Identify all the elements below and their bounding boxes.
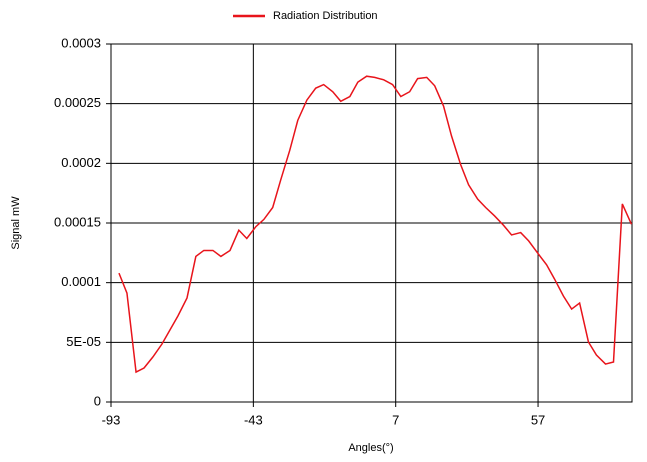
x-tick-label: -93 bbox=[102, 412, 121, 427]
y-tick-label: 5E-05 bbox=[66, 334, 101, 349]
legend-label: Radiation Distribution bbox=[273, 10, 378, 22]
y-tick-label: 0 bbox=[94, 393, 101, 408]
y-axis-label: Signal mW bbox=[10, 196, 22, 250]
y-tick-label: 0.00015 bbox=[54, 214, 101, 229]
data-line bbox=[118, 75, 633, 374]
y-tick-label: 0.00025 bbox=[54, 95, 101, 110]
x-tick-label: 7 bbox=[392, 412, 399, 427]
x-axis-label: Angles(°) bbox=[348, 442, 393, 454]
x-tick-label: -43 bbox=[244, 412, 263, 427]
y-tick-label: 0.0003 bbox=[61, 35, 101, 50]
x-tick-label: 57 bbox=[531, 412, 545, 427]
plot-frame bbox=[110, 43, 633, 403]
y-tick-label: 0.0001 bbox=[61, 274, 101, 289]
y-tick-label: 0.0002 bbox=[61, 155, 101, 170]
